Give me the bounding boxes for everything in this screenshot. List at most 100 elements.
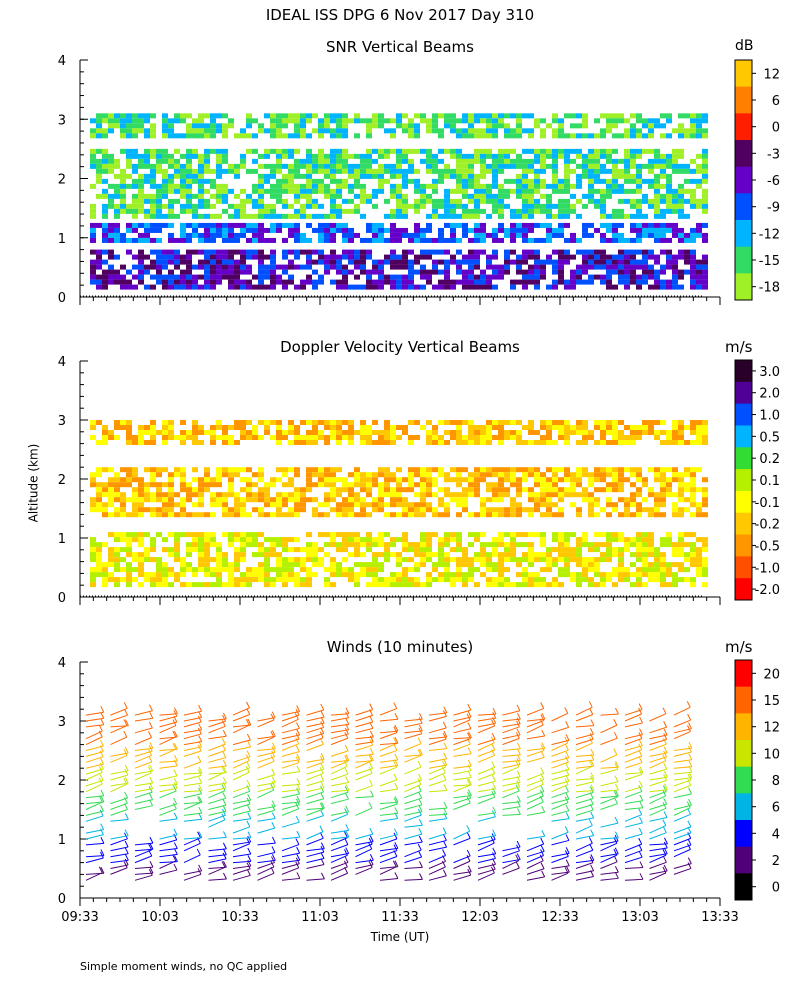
heatmap-cell [204, 168, 210, 174]
heatmap-cell [528, 467, 534, 473]
heatmap-cell [618, 168, 624, 174]
colorbar-tick-label: 0.1 [759, 474, 780, 489]
heatmap-cell [630, 435, 636, 440]
heatmap-cell [528, 507, 534, 513]
heatmap-cell [126, 173, 132, 179]
heatmap-cell [258, 173, 264, 179]
heatmap-cell [204, 472, 210, 478]
wind-barb-shaft [306, 878, 325, 881]
wind-barb-feather [198, 711, 203, 718]
heatmap-cell [450, 477, 456, 483]
heatmap-cell [294, 467, 300, 473]
heatmap-cell [438, 232, 444, 238]
heatmap-cell [192, 425, 198, 430]
heatmap-cell [588, 264, 594, 270]
heatmap-cell [426, 477, 432, 483]
heatmap-cell [312, 183, 318, 189]
heatmap-cell [588, 472, 594, 478]
heatmap-cell [330, 173, 336, 179]
heatmap-cell [138, 198, 144, 204]
wind-barb-feather [149, 866, 154, 874]
heatmap-cell [408, 148, 414, 154]
heatmap-cell [324, 183, 330, 189]
heatmap-cell [528, 547, 534, 553]
heatmap-cell [474, 477, 480, 483]
heatmap-cell [696, 232, 702, 238]
heatmap-cell [282, 502, 288, 508]
heatmap-cell [126, 542, 132, 548]
heatmap-cell [96, 168, 102, 174]
heatmap-cell [312, 259, 318, 265]
heatmap-cell [546, 198, 552, 204]
heatmap-cell [150, 208, 156, 214]
heatmap-cell [108, 158, 114, 164]
heatmap-cell [342, 572, 348, 578]
heatmap-cell [654, 430, 660, 435]
wind-barb-shaft [257, 818, 276, 822]
heatmap-cell [684, 232, 690, 238]
heatmap-cell [348, 188, 354, 194]
heatmap-cell [690, 198, 696, 204]
heatmap-cell [132, 477, 138, 483]
heatmap-cell [606, 269, 612, 275]
wind-barb-feather [197, 831, 201, 839]
heatmap-cell [210, 425, 216, 430]
heatmap-cell [264, 547, 270, 553]
heatmap-cell [354, 163, 360, 169]
heatmap-cell [450, 237, 456, 243]
heatmap-cell [366, 128, 372, 134]
heatmap-cell [444, 562, 450, 568]
heatmap-cell [348, 487, 354, 493]
heatmap-cell [204, 477, 210, 483]
heatmap-cell [528, 557, 534, 563]
wind-barb-feather [223, 872, 227, 880]
wind-barb-shaft [232, 790, 251, 799]
heatmap-cell [252, 430, 258, 435]
heatmap-cell [588, 279, 594, 285]
heatmap-cell [360, 259, 366, 265]
heatmap-cell [288, 249, 294, 255]
heatmap-cell [456, 118, 462, 124]
heatmap-cell [180, 259, 186, 265]
heatmap-cell [612, 482, 618, 488]
heatmap-cell [114, 274, 120, 280]
heatmap-cell [348, 472, 354, 478]
wind-barb-feather [319, 825, 324, 832]
heatmap-cell [540, 502, 546, 508]
heatmap-cell [396, 208, 402, 214]
wind-barb-shaft [306, 726, 324, 734]
heatmap-cell [366, 562, 372, 568]
heatmap-cell [528, 227, 534, 233]
heatmap-cell [210, 269, 216, 275]
heatmap-cell [156, 203, 162, 209]
y-tick-label: 3 [58, 113, 66, 128]
heatmap-cell [702, 269, 708, 275]
heatmap-cell [306, 472, 312, 478]
heatmap-cell [198, 487, 204, 493]
heatmap-cell [696, 113, 702, 119]
heatmap-cell [126, 227, 132, 233]
heatmap-cell [660, 163, 666, 169]
heatmap-cell [216, 113, 222, 119]
heatmap-cell [636, 492, 642, 498]
heatmap-cell [252, 552, 258, 558]
heatmap-cell [378, 274, 384, 280]
heatmap-cell [450, 128, 456, 134]
heatmap-cell [594, 188, 600, 194]
heatmap-cell [492, 269, 498, 275]
heatmap-cell [564, 237, 570, 243]
heatmap-cell [558, 477, 564, 483]
heatmap-cell [216, 467, 222, 473]
heatmap-cell [456, 467, 462, 473]
heatmap-cell [312, 467, 318, 473]
colorbar-swatch [735, 381, 752, 405]
heatmap-cell [468, 532, 474, 538]
heatmap-cell [234, 507, 240, 513]
heatmap-cell [252, 425, 258, 430]
heatmap-cell [576, 213, 582, 219]
heatmap-cell [132, 123, 138, 129]
heatmap-cell [666, 133, 672, 139]
heatmap-cell [342, 279, 348, 285]
heatmap-cell [426, 118, 432, 124]
heatmap-cell [288, 163, 294, 169]
